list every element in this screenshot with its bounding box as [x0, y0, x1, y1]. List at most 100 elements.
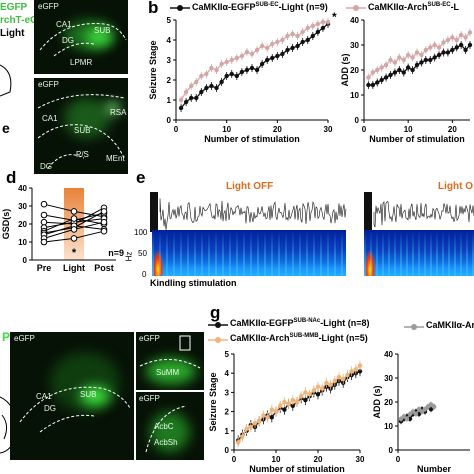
panel-p-letter: P [2, 330, 11, 344]
stim-artifact [150, 192, 158, 232]
data-point [423, 47, 429, 53]
x-tick-label: 10 [222, 125, 231, 134]
y-tick-label: 10 [384, 422, 393, 431]
data-point [305, 25, 310, 31]
data-point [307, 392, 312, 397]
x-category-label: Pre [37, 263, 52, 273]
data-point [398, 416, 404, 421]
x-tick-label: 20 [314, 455, 323, 464]
chart-g-add: 0 10 20 30 40 0 Number ADD (s) [372, 350, 470, 474]
data-point [261, 413, 266, 418]
spectrogram-left [152, 230, 346, 276]
data-point [425, 404, 431, 409]
data-point [422, 407, 428, 412]
data-point [375, 80, 380, 85]
data-point [234, 55, 239, 61]
data-point [410, 55, 415, 60]
subject-point [100, 208, 108, 215]
data-point [290, 397, 295, 403]
spectrogram-ytick: 100 [134, 228, 148, 237]
data-point [280, 51, 285, 57]
data-point [445, 37, 451, 43]
data-point [366, 75, 371, 80]
n-label: n=9 [108, 248, 124, 258]
data-point [416, 407, 422, 412]
data-point [383, 75, 389, 80]
spectrogram-ytick: 0 [142, 270, 147, 279]
data-point [428, 45, 433, 50]
series-line [237, 365, 361, 443]
legend-b-egfp-label: CaMKIIα-EGFPSUB-EC-Light (n=9) [192, 2, 328, 12]
data-point [436, 45, 442, 50]
x-axis-title: Number [417, 464, 452, 474]
series-line [180, 23, 329, 109]
y-tick-label: 30 [350, 41, 359, 50]
data-point [244, 49, 250, 55]
data-point [450, 35, 455, 40]
micrograph-bottom-3: eGFP AcbC AcbSh [136, 392, 204, 460]
y-tick-label: 4 [167, 36, 172, 45]
micrograph-label: SUB [94, 26, 111, 35]
data-point [436, 52, 442, 58]
micrograph-bottom-3-title: eGFP [139, 394, 160, 403]
data-point [275, 39, 280, 45]
micrograph-bottom-1-title: eGFP [14, 334, 35, 343]
data-point [239, 53, 245, 59]
spectrogram-right-texture [364, 230, 474, 276]
data-point [280, 37, 285, 43]
data-point [419, 409, 425, 414]
data-point [265, 45, 270, 51]
data-point [320, 19, 326, 25]
data-point [209, 83, 214, 89]
x-tick-label: 0 [232, 455, 237, 464]
data-point [401, 57, 406, 63]
y-axis-title: GSD(s) [1, 209, 11, 240]
x-tick-label: 30 [324, 125, 333, 134]
micrograph-bottom-2: eGFP SuMM [136, 332, 204, 390]
data-point [244, 426, 249, 432]
data-point [303, 397, 308, 403]
x-tick-label: 0 [362, 125, 367, 134]
micrograph-label: SUB [74, 126, 91, 135]
micrograph-label: AcbC [154, 422, 174, 431]
subject-point [70, 226, 78, 233]
kindling-caption: Kindling stimulation [150, 278, 237, 288]
data-point [236, 440, 241, 445]
data-point [295, 43, 300, 49]
data-point [370, 82, 376, 88]
data-point [254, 47, 260, 53]
y-tick-label: 10 [18, 238, 27, 247]
data-point [397, 67, 402, 73]
subject-point [100, 227, 108, 235]
data-point [305, 37, 310, 43]
data-point [183, 89, 189, 95]
data-point [345, 372, 350, 378]
y-axis-title: ADD (s) [372, 385, 382, 418]
data-point [286, 401, 291, 407]
data-point [290, 403, 295, 409]
data-point [189, 95, 194, 101]
data-point [324, 380, 329, 385]
data-point [178, 105, 184, 111]
data-point [199, 73, 204, 79]
data-point [445, 50, 451, 55]
data-point [265, 57, 270, 63]
data-point [285, 33, 290, 39]
x-axis-title: Number of stimulation [369, 134, 465, 144]
brain-schematic-top [0, 64, 12, 97]
data-point [282, 399, 287, 405]
data-point [320, 386, 325, 391]
subject-point [40, 238, 48, 246]
y-axis-title: ADD (s) [340, 53, 350, 86]
data-point [194, 79, 199, 85]
subject-point [40, 211, 48, 219]
data-point [410, 67, 415, 73]
data-point [219, 79, 224, 85]
data-point [407, 411, 413, 417]
y-tick-label: 40 [18, 184, 27, 193]
data-point [463, 35, 468, 40]
data-point [295, 33, 300, 39]
data-point [332, 378, 337, 384]
legend-b-arch-label: CaMKIIα-ArchSUB-EC-L [368, 2, 460, 12]
